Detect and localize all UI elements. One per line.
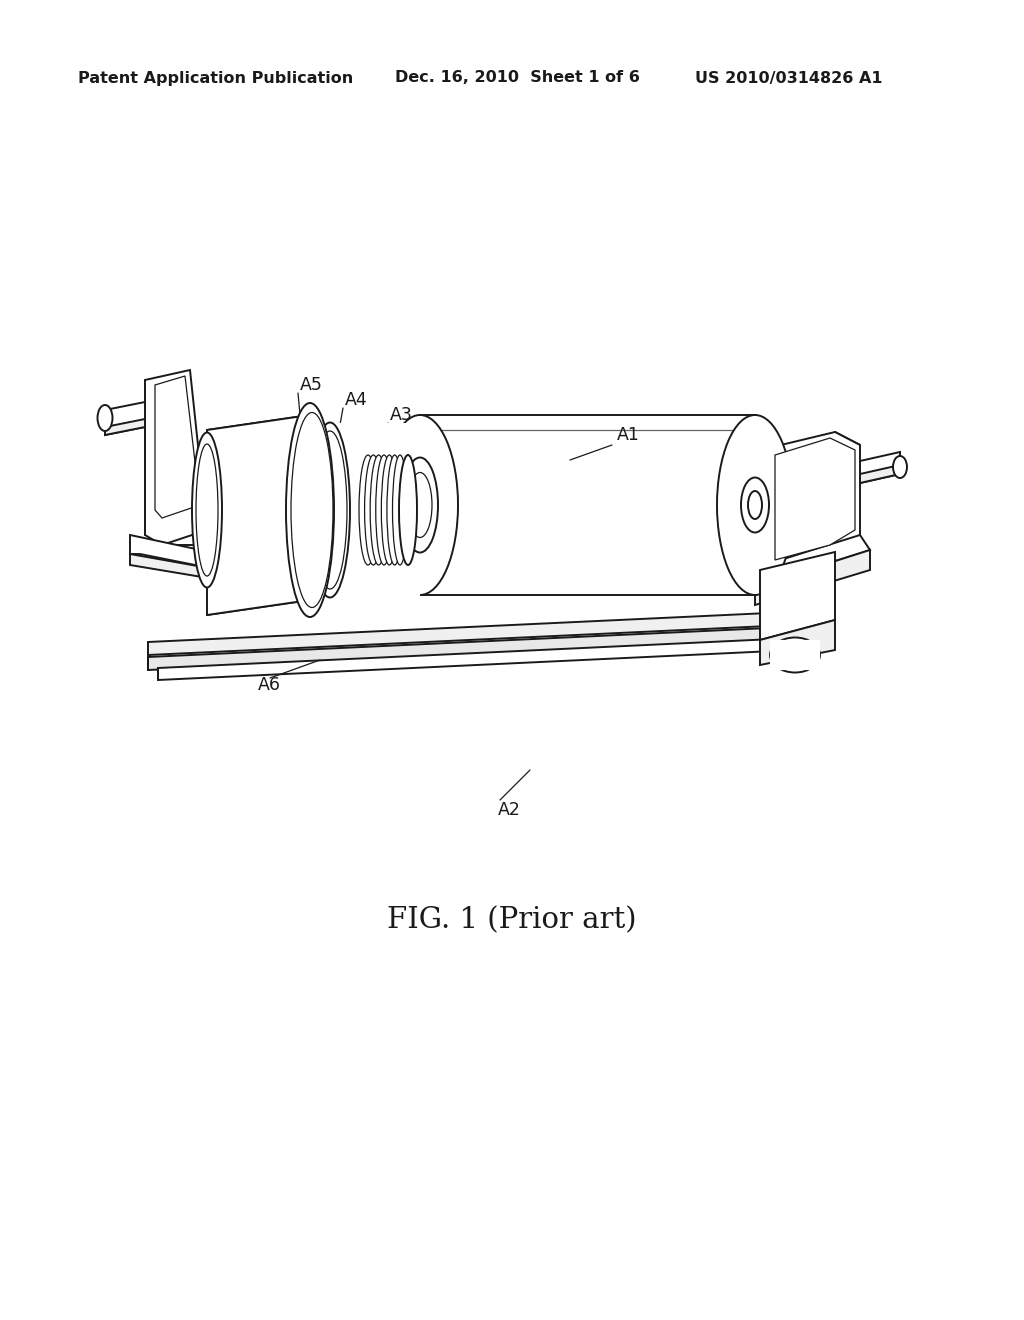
- Ellipse shape: [287, 405, 333, 615]
- Ellipse shape: [365, 455, 382, 565]
- Polygon shape: [145, 370, 207, 545]
- Polygon shape: [207, 414, 310, 615]
- Polygon shape: [105, 403, 145, 436]
- Polygon shape: [130, 535, 220, 570]
- Polygon shape: [105, 418, 145, 436]
- Ellipse shape: [370, 455, 387, 565]
- Text: Patent Application Publication: Patent Application Publication: [78, 70, 353, 86]
- Polygon shape: [155, 376, 200, 517]
- Ellipse shape: [291, 412, 333, 607]
- Ellipse shape: [382, 414, 458, 595]
- Ellipse shape: [399, 455, 417, 565]
- Ellipse shape: [770, 638, 820, 672]
- Text: A5: A5: [300, 376, 323, 393]
- Ellipse shape: [286, 403, 334, 616]
- Ellipse shape: [287, 405, 333, 615]
- Ellipse shape: [402, 458, 438, 553]
- Polygon shape: [755, 550, 870, 605]
- Polygon shape: [860, 465, 900, 483]
- Ellipse shape: [387, 455, 402, 565]
- Polygon shape: [775, 438, 855, 560]
- Polygon shape: [330, 422, 420, 597]
- Ellipse shape: [313, 432, 347, 589]
- Ellipse shape: [717, 414, 793, 595]
- Polygon shape: [770, 640, 820, 671]
- Ellipse shape: [193, 433, 222, 587]
- Ellipse shape: [741, 478, 769, 532]
- Ellipse shape: [392, 455, 408, 565]
- Text: A4: A4: [345, 391, 368, 409]
- Text: A3: A3: [390, 407, 413, 424]
- Ellipse shape: [381, 455, 397, 565]
- Polygon shape: [760, 432, 860, 568]
- Polygon shape: [755, 535, 870, 585]
- Ellipse shape: [196, 444, 218, 576]
- Polygon shape: [760, 552, 835, 640]
- Ellipse shape: [893, 455, 907, 478]
- Polygon shape: [760, 620, 835, 665]
- Ellipse shape: [359, 455, 377, 565]
- Polygon shape: [148, 612, 790, 655]
- Polygon shape: [148, 627, 790, 671]
- Ellipse shape: [748, 491, 762, 519]
- Polygon shape: [860, 451, 900, 483]
- Ellipse shape: [97, 405, 113, 432]
- Ellipse shape: [408, 473, 432, 537]
- Polygon shape: [130, 554, 220, 579]
- Text: A1: A1: [617, 426, 640, 444]
- Polygon shape: [158, 638, 795, 680]
- Text: FIG. 1 (Prior art): FIG. 1 (Prior art): [387, 906, 637, 935]
- Ellipse shape: [376, 455, 392, 565]
- Text: Dec. 16, 2010  Sheet 1 of 6: Dec. 16, 2010 Sheet 1 of 6: [395, 70, 640, 86]
- Text: A2: A2: [498, 801, 521, 818]
- Ellipse shape: [310, 422, 350, 598]
- Ellipse shape: [290, 412, 330, 607]
- Text: A6: A6: [258, 676, 281, 694]
- Text: US 2010/0314826 A1: US 2010/0314826 A1: [695, 70, 883, 86]
